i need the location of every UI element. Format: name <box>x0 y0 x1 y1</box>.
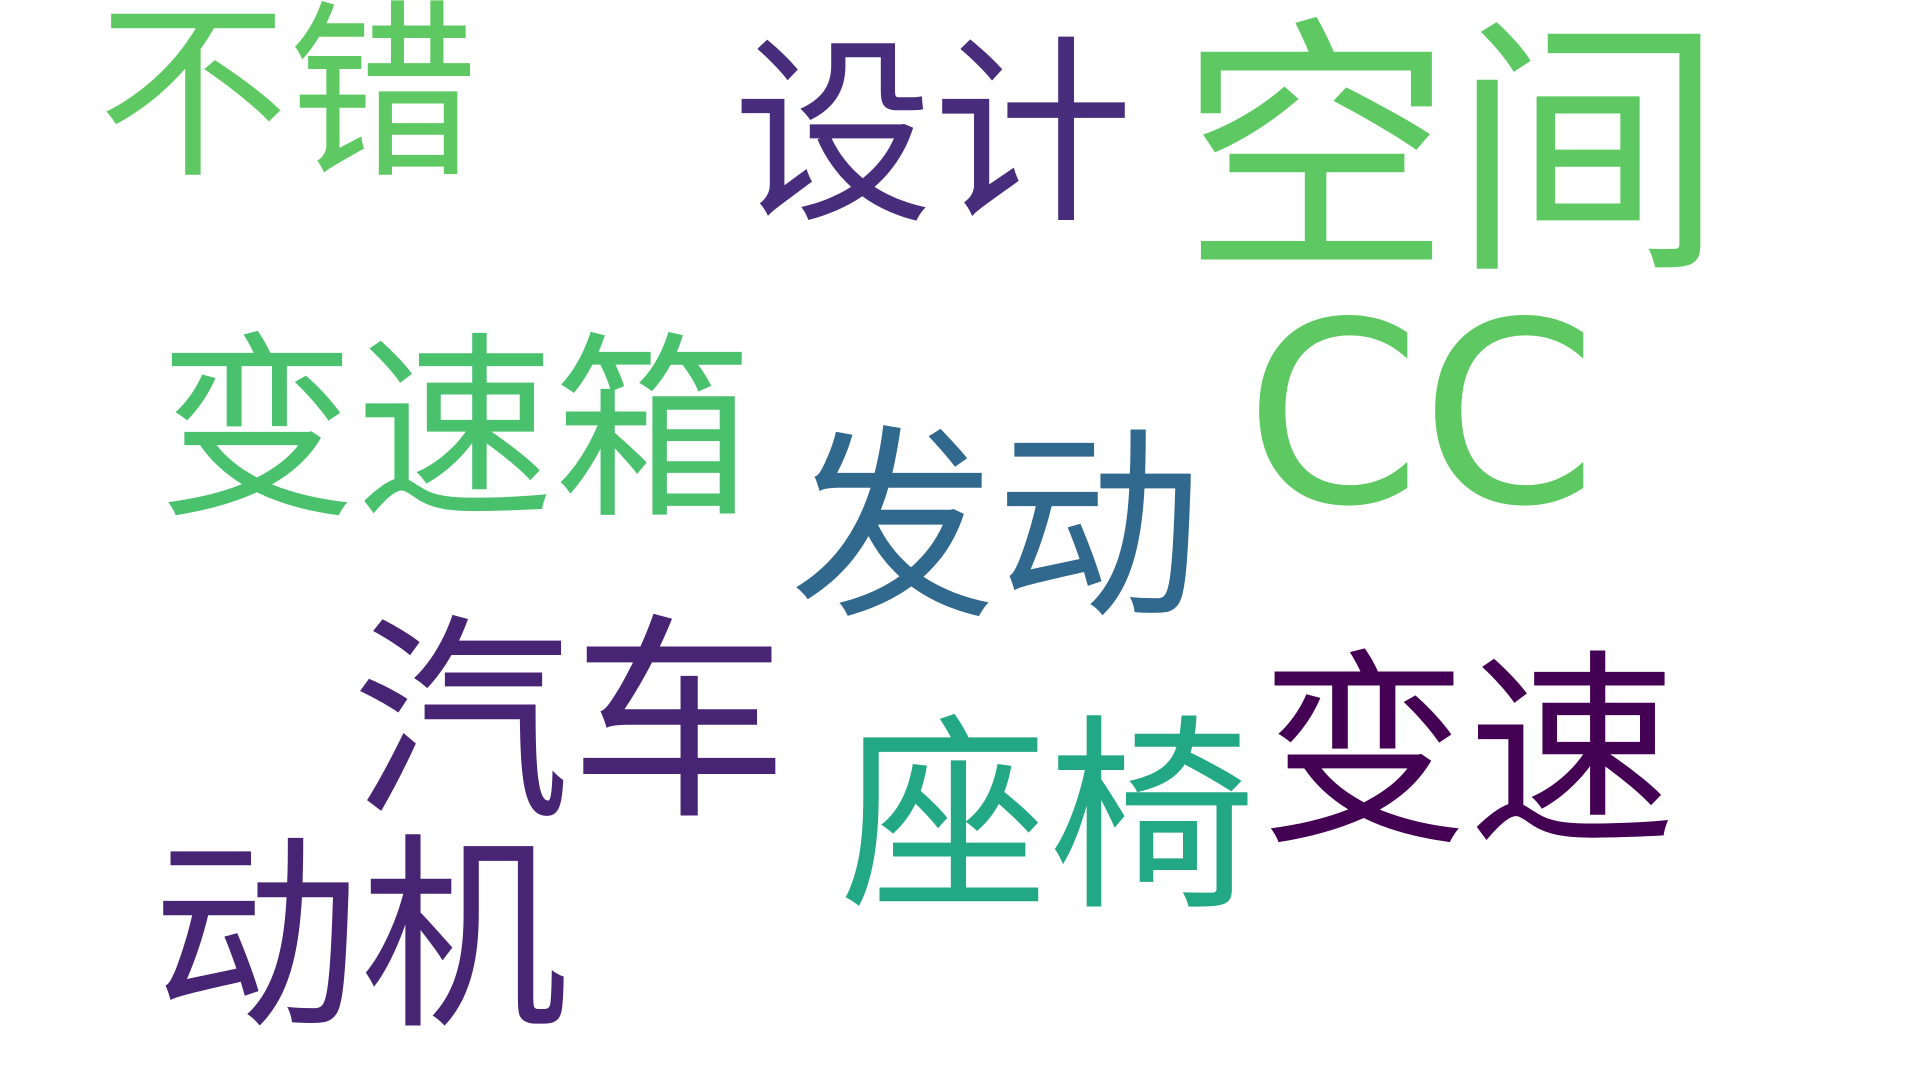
word-dongji: 动机 <box>152 817 568 1059</box>
word-cc: CC <box>1245 269 1597 562</box>
word-biansuxiang: 变速箱 <box>158 315 752 546</box>
word-biansu: 变速 <box>1260 633 1676 875</box>
word-zuoyi: 座椅 <box>840 698 1256 940</box>
word-kongjian: 空间 <box>1180 0 1724 312</box>
word-bucuo: 不错 <box>98 0 479 205</box>
word-qiche: 汽车 <box>352 597 788 850</box>
word-fadong: 发动 <box>790 408 1203 648</box>
word-sheji: 设计 <box>733 19 1134 252</box>
